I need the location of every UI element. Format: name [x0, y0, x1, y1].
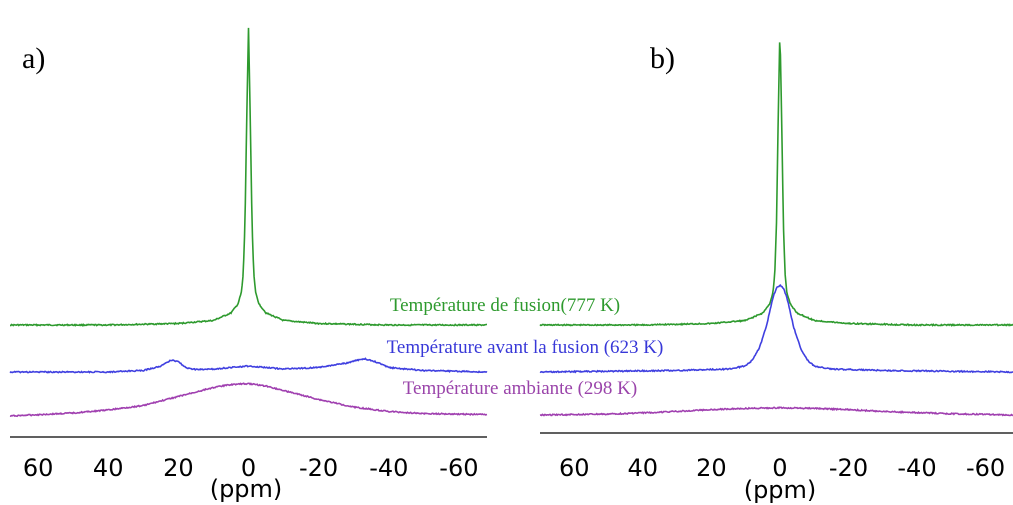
- panel-b-tick-label: 60: [559, 454, 590, 482]
- panel-b-tick-label: -40: [897, 454, 936, 482]
- panel-b-trace-2: [539, 284, 1013, 374]
- panel-b-ticks: 60 40 20 0 -20 -40 -60: [559, 454, 1005, 482]
- panel-a-trace-3: [9, 382, 488, 418]
- panel-b-traces: [539, 42, 1013, 417]
- panel-b-letter: b): [650, 42, 675, 75]
- panel-a-trace-1: [9, 27, 488, 327]
- panel-a-xlabel: (ppm): [210, 475, 283, 503]
- panel-a-tick-label: -20: [299, 454, 338, 482]
- panel-a-letter: a): [22, 42, 45, 75]
- panel-a-tick-label: 60: [23, 454, 54, 482]
- panel-a-trace-2: [9, 357, 488, 374]
- panel-b-tick-label: 0: [772, 454, 787, 482]
- trace-label-before-melting: Température avant la fusion (623 K): [387, 337, 664, 358]
- panel-a-tick-label: 0: [241, 454, 256, 482]
- trace-label-melting: Température de fusion(777 K): [390, 295, 620, 316]
- panel-b-trace-1: [539, 42, 1013, 327]
- trace-label-ambient: Température ambiante (298 K): [403, 378, 638, 399]
- panel-a-tick-label: 40: [93, 454, 124, 482]
- panel-b-trace-3: [539, 406, 1013, 417]
- panel-a-traces: [9, 27, 488, 418]
- panel-b-tick-label: -20: [829, 454, 868, 482]
- panel-a-tick-label: 20: [163, 454, 194, 482]
- panel-b-tick-label: -60: [966, 454, 1005, 482]
- panel-b: b) 60 40 20 0 -20 -40 -60 (ppm): [539, 42, 1013, 504]
- panel-a-ticks: 60 40 20 0 -20 -40 -60: [23, 454, 479, 482]
- panel-a-tick-label: -60: [439, 454, 478, 482]
- panel-b-tick-label: 20: [696, 454, 727, 482]
- panel-a-tick-label: -40: [369, 454, 408, 482]
- panel-b-xlabel: (ppm): [744, 476, 817, 504]
- panel-a: a) 60 40 20 0 -20 -40 -60 (ppm): [9, 27, 488, 503]
- panel-b-tick-label: 40: [628, 454, 659, 482]
